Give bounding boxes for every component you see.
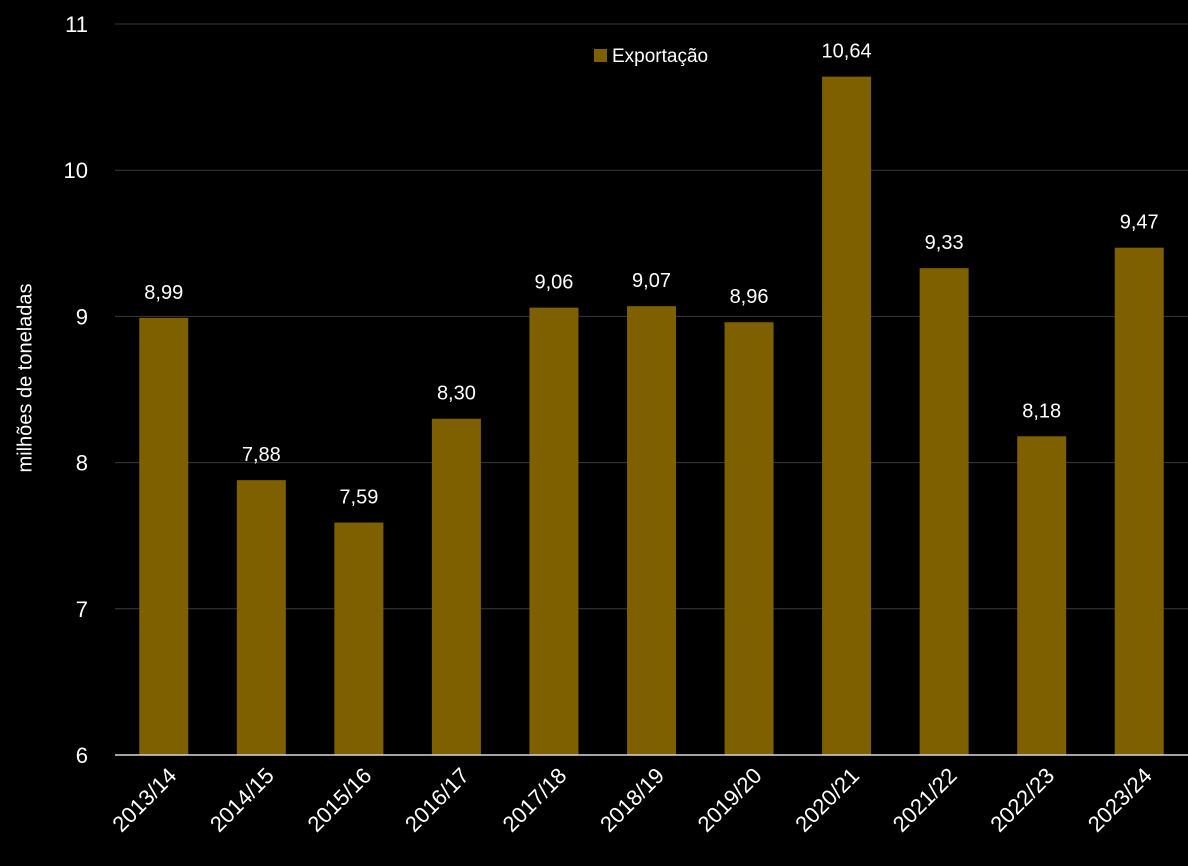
x-tick-label: 2015/16 xyxy=(302,763,376,837)
bar xyxy=(236,480,286,755)
bar xyxy=(431,418,481,755)
data-label: 8,30 xyxy=(437,383,476,405)
y-tick-label: 10 xyxy=(64,158,88,183)
x-tick-label: 2018/19 xyxy=(595,763,669,837)
y-axis-ticks: 6 7 8 9 10 11 xyxy=(64,12,88,768)
data-label: 7,88 xyxy=(242,444,281,466)
data-label: 8,96 xyxy=(730,286,769,308)
data-label: 7,59 xyxy=(339,487,378,509)
bar xyxy=(529,307,579,755)
x-tick-label: 2016/17 xyxy=(400,763,474,837)
x-tick-label: 2019/20 xyxy=(693,763,767,837)
y-tick-label: 8 xyxy=(76,451,88,476)
data-label: 8,18 xyxy=(1022,400,1061,422)
x-tick-label: 2022/23 xyxy=(985,763,1059,837)
data-label: 9,33 xyxy=(925,232,964,254)
bar xyxy=(1017,436,1067,755)
bar xyxy=(139,317,189,755)
bars xyxy=(139,76,1164,755)
x-tick-label: 2014/15 xyxy=(205,763,279,837)
bar xyxy=(724,322,774,755)
data-labels: 8,99 7,88 7,59 8,30 9,06 9,07 8,96 10,64 9,33 8,1… xyxy=(144,41,1158,509)
x-axis-ticks: 2013/14 2014/15 2015/16 2016/17 2017/18 2018/… xyxy=(107,763,1156,837)
y-tick-label: 9 xyxy=(76,304,88,329)
data-label: 8,99 xyxy=(144,282,183,304)
bar xyxy=(627,306,676,755)
legend-label: Exportação xyxy=(612,46,708,67)
data-label: 9,47 xyxy=(1120,212,1159,234)
bar xyxy=(919,268,969,755)
legend-swatch xyxy=(594,49,607,62)
data-label: 9,07 xyxy=(632,270,671,292)
x-tick-label: 2023/24 xyxy=(1083,763,1157,837)
legend: Exportação xyxy=(594,46,708,67)
y-tick-label: 11 xyxy=(65,12,88,37)
data-label: 9,06 xyxy=(534,272,573,294)
x-tick-label: 2017/18 xyxy=(498,763,572,837)
bar xyxy=(1114,247,1164,755)
data-label: 10,64 xyxy=(822,41,872,63)
bar xyxy=(334,522,384,755)
bar xyxy=(822,76,872,755)
x-tick-label: 2013/14 xyxy=(107,763,181,837)
y-tick-label: 7 xyxy=(76,597,88,622)
x-tick-label: 2021/22 xyxy=(888,763,962,837)
y-tick-label: 6 xyxy=(76,743,88,768)
x-tick-label: 2020/21 xyxy=(790,763,864,837)
